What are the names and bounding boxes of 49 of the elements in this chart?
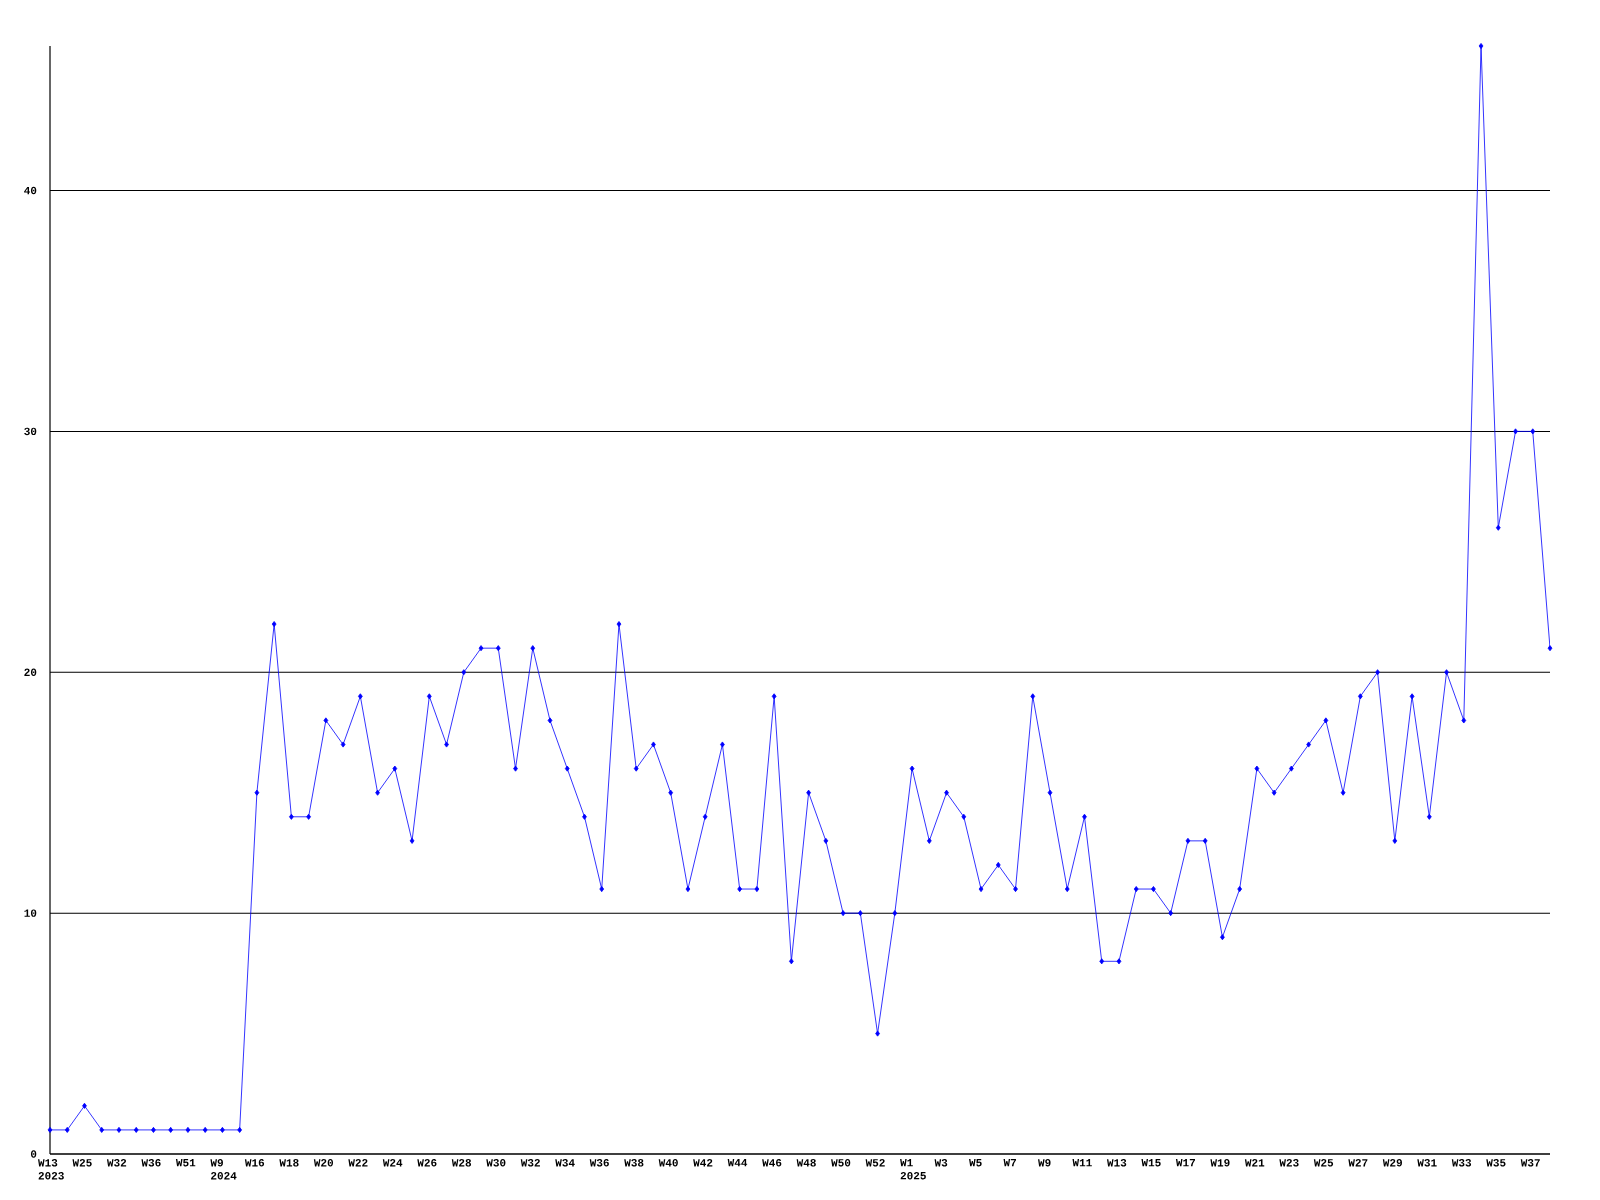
y-tick-label: 10: [24, 909, 37, 917]
x-tick-label: W50: [831, 1159, 851, 1167]
x-tick-label: W46: [762, 1159, 782, 1167]
x-tick-label: W36: [141, 1159, 161, 1167]
x-tick-label: W23: [1279, 1159, 1299, 1167]
x-tick-label: W3: [934, 1159, 948, 1167]
x-tick-label: W15: [1141, 1159, 1161, 1167]
y-tick-label: 0: [30, 1150, 37, 1158]
y-tick-label: 20: [24, 668, 37, 676]
x-tick-label: W32: [106, 1159, 127, 1167]
y-tick-label: 40: [24, 186, 37, 195]
x-tick-label: W1 2025: [900, 1159, 926, 1180]
x-tick-label: W42: [693, 1159, 713, 1167]
x-tick-label: W52: [865, 1159, 885, 1167]
x-tick-label: W37: [1520, 1159, 1540, 1167]
x-tick-label: W44: [727, 1159, 748, 1167]
x-tick-label: W19: [1210, 1159, 1230, 1167]
x-tick-label: W21: [1244, 1159, 1265, 1167]
x-tick-label: W11: [1072, 1159, 1092, 1167]
x-tick-label: W28: [451, 1159, 472, 1167]
x-tick-label: W48: [796, 1159, 816, 1167]
x-tick-label: W24: [382, 1159, 403, 1167]
x-tick-label: W17: [1175, 1159, 1195, 1167]
x-tick-label: W13 2023: [38, 1159, 64, 1180]
x-tick-label: W27: [1348, 1159, 1368, 1167]
x-tick-label: W30: [486, 1159, 506, 1167]
x-tick-label: W33: [1451, 1159, 1472, 1167]
x-tick-label: W32: [520, 1159, 540, 1167]
x-tick-label: W36: [589, 1159, 609, 1167]
x-tick-label: W35: [1486, 1159, 1506, 1167]
x-tick-label: W9: [1038, 1159, 1051, 1167]
x-tick-label: W38: [624, 1159, 644, 1167]
x-tick-label: W9 2024: [210, 1159, 237, 1180]
x-tick-label: W18: [279, 1159, 299, 1167]
x-tick-label: W29: [1382, 1159, 1402, 1167]
x-tick-label: W40: [658, 1159, 678, 1167]
x-tick-label: W20: [313, 1159, 334, 1167]
x-tick-label: W51: [175, 1159, 196, 1167]
x-tick-label: W26: [417, 1159, 437, 1167]
x-tick-label: W5: [969, 1159, 982, 1167]
x-tick-label: W34: [555, 1159, 575, 1167]
x-tick-label: W16: [244, 1159, 265, 1167]
y-tick-label: 30: [24, 427, 37, 436]
x-tick-label: W25: [72, 1159, 92, 1167]
x-tick-label: W25: [1313, 1159, 1334, 1167]
x-tick-label: W31: [1417, 1159, 1437, 1167]
x-tick-label: W7: [1003, 1159, 1016, 1167]
x-tick-label: W13: [1106, 1159, 1127, 1167]
x-tick-label: W22: [348, 1159, 368, 1167]
